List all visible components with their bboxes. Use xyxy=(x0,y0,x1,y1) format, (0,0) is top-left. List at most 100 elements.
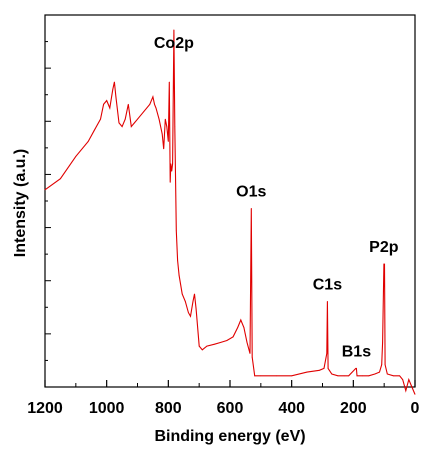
data-point xyxy=(337,375,339,377)
data-point xyxy=(171,170,173,172)
data-point xyxy=(232,336,234,338)
x-axis-ticks: 1200 1000 800 600 400 200 0 xyxy=(27,380,420,417)
data-point xyxy=(206,345,208,347)
data-point xyxy=(275,375,277,377)
data-point xyxy=(384,263,385,265)
data-point xyxy=(356,375,358,377)
data-point xyxy=(87,141,89,142)
data-point xyxy=(251,356,253,358)
data-point xyxy=(260,375,262,377)
data-point xyxy=(374,373,376,375)
data-point xyxy=(408,379,410,380)
y-axis-ticks xyxy=(45,41,51,361)
data-point xyxy=(181,293,183,295)
data-point xyxy=(414,394,416,395)
data-point xyxy=(118,122,120,124)
data-point xyxy=(155,107,157,109)
data-point xyxy=(250,208,252,209)
data-point xyxy=(343,375,345,377)
data-point xyxy=(243,327,245,328)
data-point xyxy=(168,81,170,83)
data-point xyxy=(254,375,256,377)
y-axis-title: Intensity (a.u.) xyxy=(12,149,29,257)
x-tick-label: 1000 xyxy=(89,400,125,417)
data-point xyxy=(249,353,251,354)
data-point xyxy=(112,89,114,90)
data-point xyxy=(220,342,222,343)
data-point xyxy=(134,122,135,124)
data-point xyxy=(348,375,350,377)
data-point xyxy=(163,148,165,150)
data-point xyxy=(201,349,203,351)
data-point xyxy=(109,107,111,109)
data-point xyxy=(399,375,400,377)
data-point xyxy=(291,375,293,377)
data-point xyxy=(158,118,160,120)
data-point xyxy=(383,263,385,265)
data-point xyxy=(368,375,370,377)
data-point xyxy=(362,375,363,377)
data-point xyxy=(178,275,180,276)
data-point xyxy=(154,103,155,105)
peak-label: C1s xyxy=(313,276,342,293)
data-point xyxy=(306,371,308,373)
data-point xyxy=(190,315,191,317)
x-tick-label: 800 xyxy=(155,400,182,417)
data-point xyxy=(331,373,333,375)
data-point xyxy=(246,342,248,343)
data-point xyxy=(405,390,407,392)
data-point xyxy=(188,312,189,313)
data-point xyxy=(192,301,194,302)
data-point xyxy=(124,118,126,120)
data-point xyxy=(143,111,145,113)
data-point xyxy=(152,96,154,98)
data-point xyxy=(164,118,166,120)
data-point xyxy=(75,156,77,157)
plot-frame xyxy=(44,14,416,388)
data-point xyxy=(175,230,177,232)
data-point xyxy=(100,118,101,120)
x-tick-label: 400 xyxy=(278,400,305,417)
data-point xyxy=(379,371,380,373)
x-tick-label: 1200 xyxy=(27,400,63,417)
peak-label: O1s xyxy=(236,183,266,200)
data-point xyxy=(195,308,197,310)
data-point xyxy=(114,81,115,83)
data-point xyxy=(327,301,328,302)
data-point xyxy=(93,129,95,131)
data-point xyxy=(226,340,228,341)
data-point xyxy=(214,343,216,345)
data-point xyxy=(173,29,175,31)
data-point xyxy=(103,103,104,105)
x-tick-label: 200 xyxy=(340,400,367,417)
data-point xyxy=(402,379,404,380)
data-point xyxy=(355,368,357,369)
data-point xyxy=(170,163,172,165)
data-point xyxy=(381,364,383,366)
data-point xyxy=(44,189,46,191)
data-point xyxy=(121,126,123,127)
data-point xyxy=(240,319,242,321)
data-point xyxy=(198,345,200,347)
data-point xyxy=(161,133,163,135)
data-point xyxy=(327,368,329,369)
x-axis-title: Binding energy (eV) xyxy=(154,428,305,445)
data-point xyxy=(384,364,386,366)
data-point xyxy=(130,126,132,127)
data-point xyxy=(386,373,388,375)
data-point xyxy=(411,386,413,388)
peak-annotations: Co2p O1s C1s B1s P2p xyxy=(154,35,399,360)
data-point xyxy=(382,342,383,343)
data-point xyxy=(166,126,168,127)
data-points xyxy=(44,29,416,395)
data-point xyxy=(356,368,357,369)
data-point xyxy=(237,327,239,328)
data-point xyxy=(194,293,195,295)
data-point xyxy=(169,182,171,183)
data-point xyxy=(167,141,169,142)
series-line xyxy=(44,29,416,395)
data-point xyxy=(393,375,394,377)
data-point xyxy=(177,260,179,261)
data-point xyxy=(60,178,61,180)
